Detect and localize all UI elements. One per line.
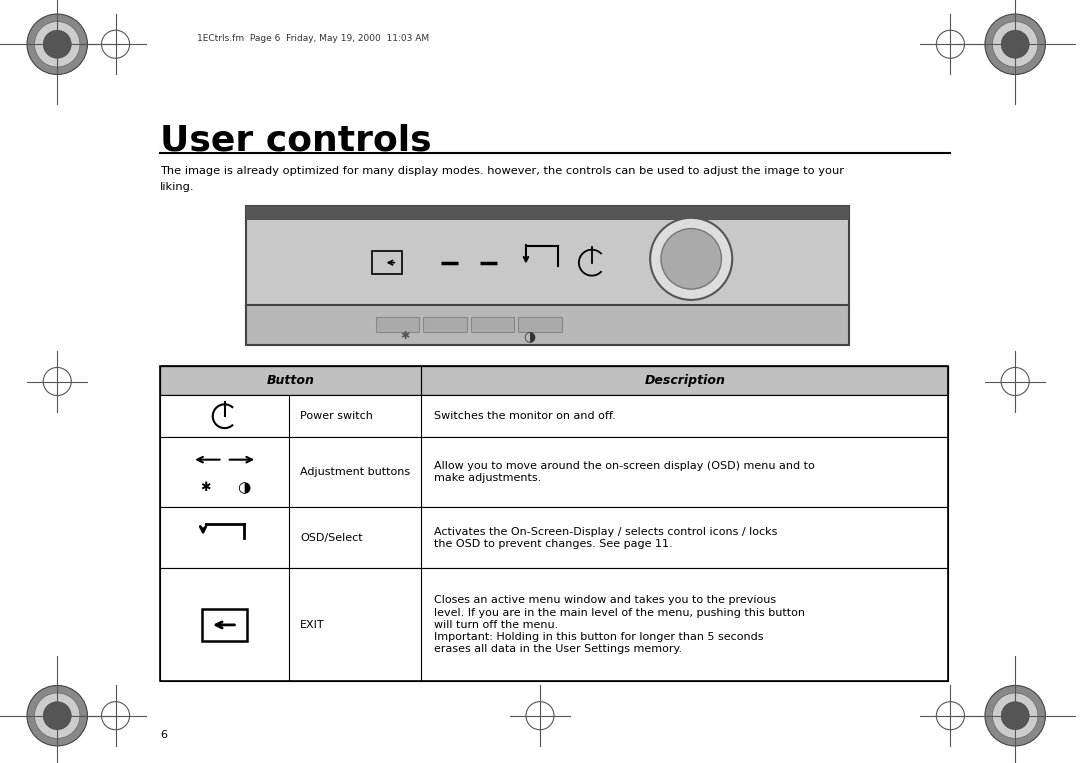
FancyBboxPatch shape: [246, 305, 849, 345]
FancyBboxPatch shape: [471, 317, 514, 332]
FancyBboxPatch shape: [160, 437, 948, 507]
Text: ◑: ◑: [238, 480, 251, 495]
Ellipse shape: [35, 21, 80, 67]
FancyBboxPatch shape: [160, 568, 948, 681]
Ellipse shape: [661, 229, 721, 289]
Text: User controls: User controls: [160, 124, 432, 158]
Text: level. If you are in the main level of the menu, pushing this button: level. If you are in the main level of t…: [434, 607, 806, 618]
Ellipse shape: [985, 685, 1045, 746]
Ellipse shape: [993, 693, 1038, 739]
Text: make adjustments.: make adjustments.: [434, 473, 541, 484]
Text: Button: Button: [267, 374, 314, 388]
Text: Activates the On-Screen-Display / selects control icons / locks: Activates the On-Screen-Display / select…: [434, 526, 778, 537]
Text: the OSD to prevent changes. See page 11.: the OSD to prevent changes. See page 11.: [434, 539, 673, 549]
Text: will turn off the menu.: will turn off the menu.: [434, 620, 558, 630]
Ellipse shape: [1001, 702, 1029, 729]
Ellipse shape: [43, 31, 71, 58]
Text: 1ECtrls.fm  Page 6  Friday, May 19, 2000  11:03 AM: 1ECtrls.fm Page 6 Friday, May 19, 2000 1…: [197, 34, 429, 43]
Text: ◑: ◑: [523, 329, 536, 343]
Ellipse shape: [993, 21, 1038, 67]
Text: ✱: ✱: [401, 331, 409, 341]
Text: Switches the monitor on and off.: Switches the monitor on and off.: [434, 411, 616, 421]
Ellipse shape: [27, 14, 87, 75]
FancyBboxPatch shape: [376, 317, 419, 332]
Text: Closes an active menu window and takes you to the previous: Closes an active menu window and takes y…: [434, 595, 777, 606]
Text: Important: Holding in this button for longer than 5 seconds: Important: Holding in this button for lo…: [434, 632, 764, 642]
Text: Allow you to move around the on-screen display (OSD) menu and to: Allow you to move around the on-screen d…: [434, 461, 815, 472]
Ellipse shape: [27, 685, 87, 746]
Ellipse shape: [985, 14, 1045, 75]
Text: 6: 6: [160, 730, 166, 740]
Text: Adjustment buttons: Adjustment buttons: [300, 467, 410, 478]
Text: ✱: ✱: [200, 481, 211, 494]
Text: Power switch: Power switch: [300, 411, 373, 421]
FancyBboxPatch shape: [160, 507, 948, 568]
Text: Description: Description: [645, 374, 725, 388]
Ellipse shape: [35, 693, 80, 739]
FancyBboxPatch shape: [160, 366, 948, 395]
FancyBboxPatch shape: [423, 317, 467, 332]
FancyBboxPatch shape: [160, 395, 948, 437]
Text: erases all data in the User Settings memory.: erases all data in the User Settings mem…: [434, 644, 683, 655]
Ellipse shape: [650, 217, 732, 300]
Text: EXIT: EXIT: [300, 620, 325, 630]
Text: OSD/Select: OSD/Select: [300, 533, 363, 543]
Text: The image is already optimized for many display modes. however, the controls can: The image is already optimized for many …: [160, 166, 843, 176]
Text: liking.: liking.: [160, 182, 194, 192]
Ellipse shape: [1001, 31, 1029, 58]
FancyBboxPatch shape: [518, 317, 562, 332]
Ellipse shape: [43, 702, 71, 729]
FancyBboxPatch shape: [246, 206, 849, 220]
FancyBboxPatch shape: [246, 206, 849, 309]
